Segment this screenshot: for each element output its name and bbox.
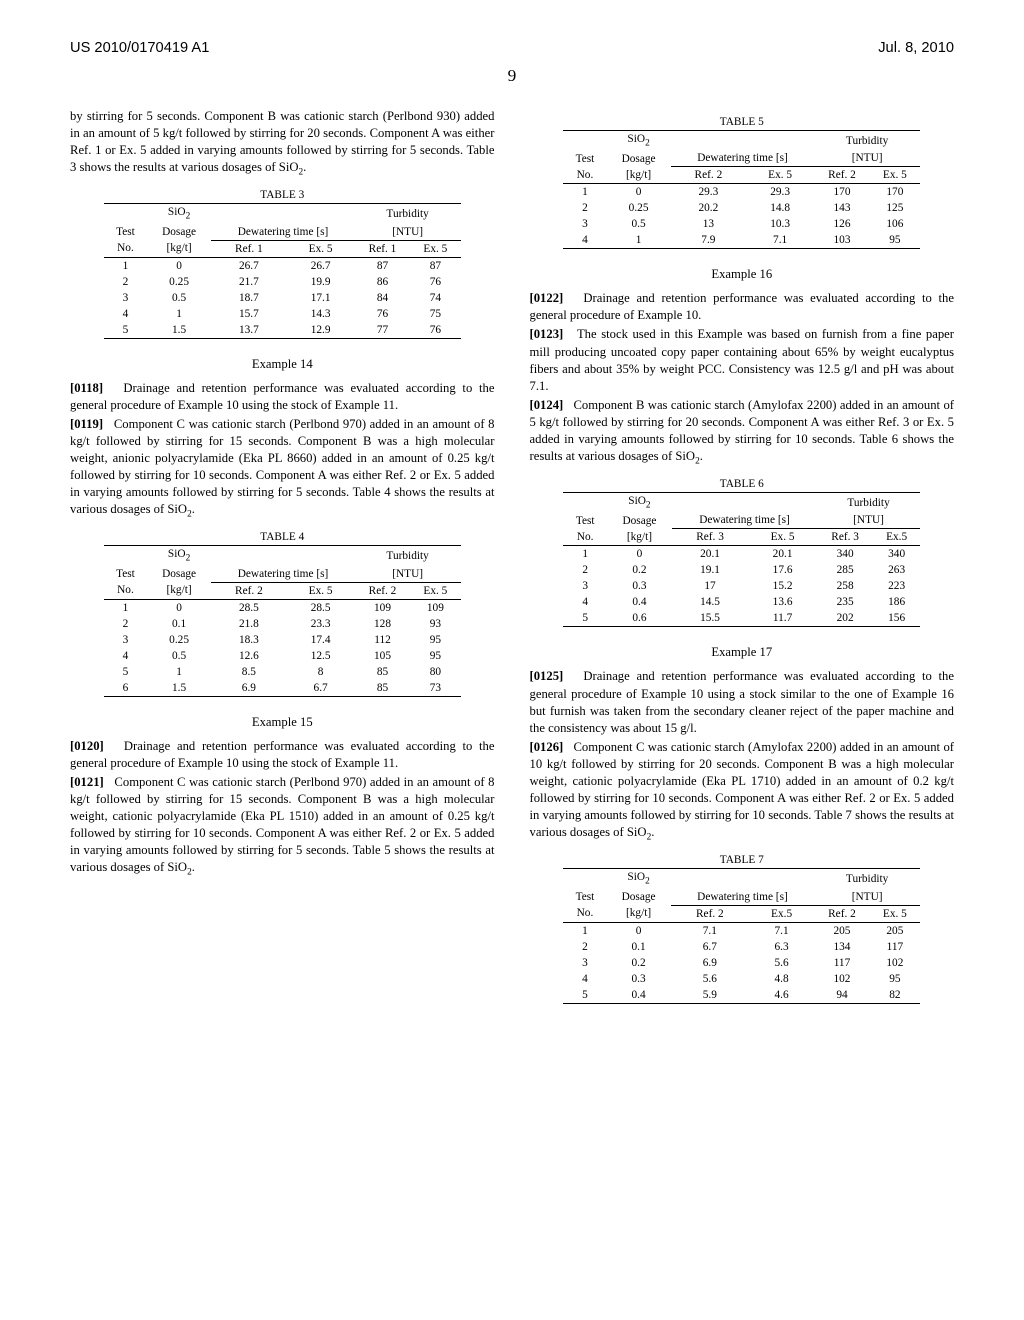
left-column: by stirring for 5 seconds. Component B w… [70,106,495,1014]
para-0121: [0121] Component C was cationic starch (… [70,774,495,880]
table5-caption: TABLE 5 [530,116,955,128]
table6: SiO2 Turbidity Test Dosage Dewatering ti… [563,492,920,627]
right-column: TABLE 5 SiO2 Turbidity Test Dosage Dewat… [530,106,955,1014]
para-0119: [0119] Component C was cationic starch (… [70,416,495,522]
table4: SiO2 Turbidity Test Dosage Dewatering ti… [104,545,461,696]
para-0120: [0120] Drainage and retention performanc… [70,738,495,772]
para-0123: [0123] The stock used in this Example wa… [530,326,955,394]
example15-heading: Example 15 [70,715,495,730]
example16-heading: Example 16 [530,267,955,282]
doc-number: US 2010/0170419 A1 [70,40,209,56]
para-0124: [0124] Component B was cationic starch (… [530,397,955,468]
table4-caption: TABLE 4 [70,531,495,543]
example17-heading: Example 17 [530,645,955,660]
example14-heading: Example 14 [70,357,495,372]
page-number: 9 [70,66,954,86]
page-header: US 2010/0170419 A1 Jul. 8, 2010 [70,40,954,56]
page-container: US 2010/0170419 A1 Jul. 8, 2010 9 by sti… [0,0,1024,1320]
table7: SiO2 Turbidity Test Dosage Dewatering ti… [563,868,920,1003]
para-0122: [0122] Drainage and retention performanc… [530,290,955,324]
table7-caption: TABLE 7 [530,854,955,866]
table3-caption: TABLE 3 [70,189,495,201]
para-0126: [0126] Component C was cationic starch (… [530,739,955,845]
intro-paragraph: by stirring for 5 seconds. Component B w… [70,108,495,179]
table5: SiO2 Turbidity Test Dosage Dewatering ti… [563,130,920,249]
table6-caption: TABLE 6 [530,478,955,490]
para-0118: [0118] Drainage and retention performanc… [70,380,495,414]
content-columns: by stirring for 5 seconds. Component B w… [70,106,954,1014]
para-0125: [0125] Drainage and retention performanc… [530,668,955,736]
table3: SiO2 Turbidity Test Dosage Dewatering ti… [104,203,461,338]
doc-date: Jul. 8, 2010 [878,40,954,56]
